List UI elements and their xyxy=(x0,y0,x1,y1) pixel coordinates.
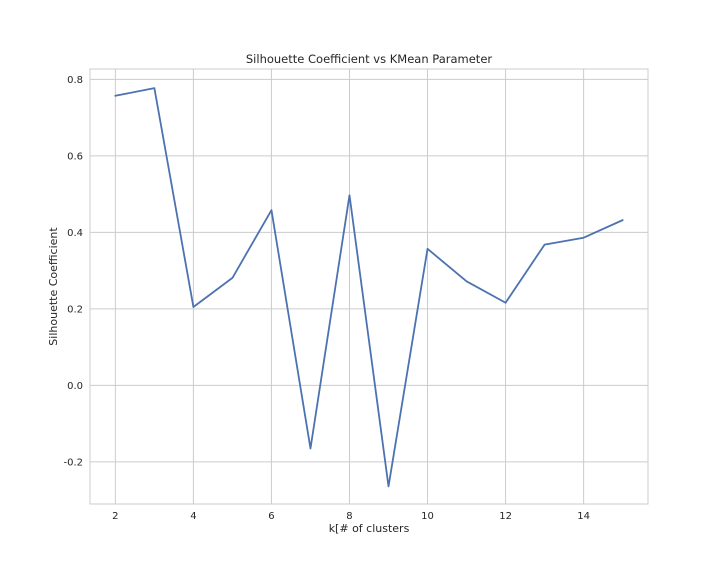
chart-title: Silhouette Coefficient vs KMean Paramete… xyxy=(246,52,493,66)
y-tick-label: 0.8 xyxy=(67,75,83,86)
y-axis-label: Silhouette Coefficient xyxy=(47,227,60,346)
plot-frame xyxy=(89,68,649,505)
y-tick-label: 0.4 xyxy=(67,228,83,239)
grid xyxy=(90,69,648,504)
series-layer xyxy=(114,87,624,488)
y-tick-label: 0.0 xyxy=(67,381,83,392)
x-tick-label: 2 xyxy=(112,511,118,522)
x-axis-ticks: 2 4 6 8 10 12 14 xyxy=(112,511,590,522)
series-line xyxy=(114,87,624,488)
x-tick-label: 10 xyxy=(421,511,434,522)
y-axis-ticks: -0.2 0.0 0.2 0.4 0.6 0.8 xyxy=(63,75,83,469)
x-tick-label: 14 xyxy=(577,511,590,522)
x-axis-label: k[# of clusters xyxy=(329,522,410,535)
y-tick-label: -0.2 xyxy=(63,457,83,468)
x-tick-label: 8 xyxy=(346,511,352,522)
x-tick-label: 4 xyxy=(190,511,196,522)
x-tick-label: 6 xyxy=(268,511,274,522)
y-tick-label: 0.6 xyxy=(67,151,83,162)
y-tick-label: 0.2 xyxy=(67,304,83,315)
x-tick-label: 12 xyxy=(499,511,512,522)
